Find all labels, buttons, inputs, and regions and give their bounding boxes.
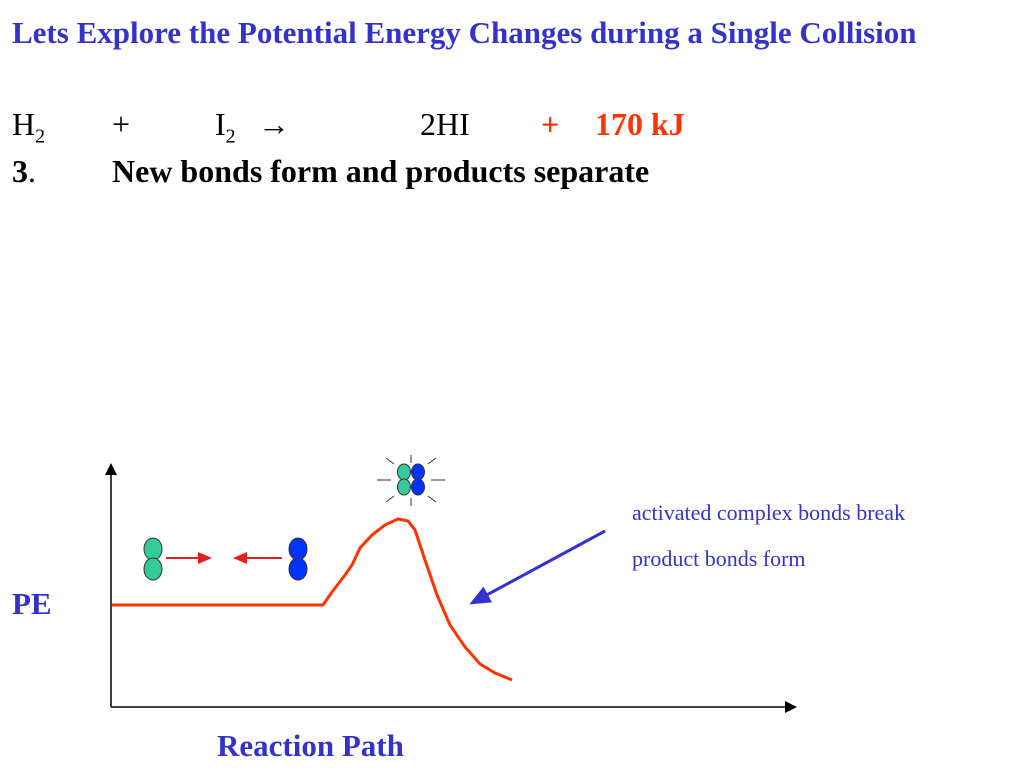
reactant: H xyxy=(12,106,36,142)
step-text: New bonds form and products separate xyxy=(112,153,650,189)
energy: 170 kJ xyxy=(595,106,685,142)
number: 3 xyxy=(12,153,28,189)
plus: + xyxy=(541,106,560,142)
annotation: product bonds form xyxy=(632,546,806,571)
product: 2HI xyxy=(420,106,470,142)
y-label: PE xyxy=(12,586,52,621)
annotation: activated complex bonds break xyxy=(632,500,906,525)
activated-complex xyxy=(377,455,445,506)
arrow: → xyxy=(258,106,290,142)
energy-curve xyxy=(112,517,513,682)
equation-term: H2 xyxy=(12,106,45,148)
reactant-molecules xyxy=(143,537,308,581)
x-label: Reaction Path xyxy=(217,728,404,763)
dot: . xyxy=(28,153,36,189)
subscript: 2 xyxy=(35,125,46,148)
plus: + xyxy=(112,106,131,142)
step-number: 3. xyxy=(12,153,36,190)
title: Lets Explore the Potential Energy Change… xyxy=(12,15,917,50)
reactant: I xyxy=(215,106,226,142)
pointer-arrow xyxy=(469,529,606,605)
equation-term: I2 xyxy=(215,106,236,148)
subscript: 2 xyxy=(225,125,236,148)
